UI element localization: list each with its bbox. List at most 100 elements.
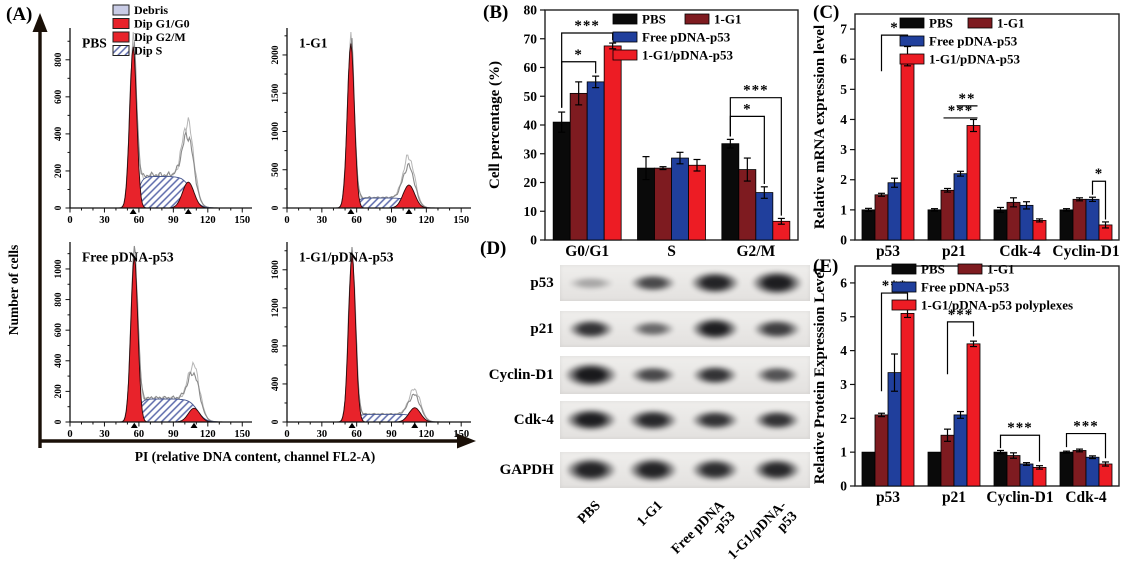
blot-strip [559, 356, 810, 394]
svg-text:400: 400 [54, 353, 64, 368]
bar-p21-PBS [927, 209, 942, 241]
bar-Cyclin-D1-Free pDNA-p53 [1019, 463, 1034, 487]
legend-label: 1-G1 [714, 12, 741, 27]
bar-p21-Free pDNA-p53 [953, 173, 968, 241]
panel-e-protein-expression-bar-chart: 0 1 2 3 4 5 6 Relative Protein Expression Level… [812, 262, 1120, 506]
legend-swatch [891, 263, 917, 275]
bar-Cdk-4-1-G1/pDNA-p53 polyplexes [1098, 463, 1113, 487]
blot-row-p53: p53 [480, 265, 810, 301]
bar-p21-1-G1 [940, 189, 955, 241]
svg-text:70: 70 [524, 31, 538, 46]
bar-p53-1-G1 [874, 194, 889, 241]
bar-G2/M-Free pDNA-p53 [755, 192, 774, 241]
legend-swatch [957, 263, 983, 275]
bar-Cyclin-D1-1-G1 [1006, 455, 1021, 487]
svg-text:5: 5 [840, 309, 847, 324]
svg-text:120: 120 [418, 429, 434, 440]
svg-text:2: 2 [840, 411, 847, 426]
category-label: p21 [942, 489, 966, 506]
svg-text:0: 0 [284, 215, 289, 226]
svg-text:150: 150 [453, 215, 469, 226]
svg-text:90: 90 [168, 215, 179, 226]
bar-S-Free pDNA-p53 [671, 157, 689, 241]
bar-G2/M-PBS [721, 143, 740, 241]
bar-p53-PBS [861, 451, 876, 487]
svg-text:10: 10 [524, 204, 538, 219]
blot-strip [559, 401, 810, 439]
protein-band [567, 319, 614, 339]
panel-a-label: (A) [6, 4, 33, 25]
y-axis-label: Cell percentage (%) [487, 61, 503, 189]
legend-label: 1-G1 [987, 262, 1014, 277]
svg-text:0: 0 [67, 215, 72, 226]
bar-p53-1-G1 [874, 414, 889, 487]
protein-band [629, 274, 676, 292]
svg-text:150: 150 [234, 429, 250, 440]
bar-chart: 0 10 20 30 40 50 60 70 80 Cell percentage (%) G0/G… [487, 3, 799, 260]
significance-label: *** [1007, 420, 1033, 436]
bar-Cyclin-D1-PBS [1059, 209, 1074, 241]
legend-swatch [612, 13, 638, 25]
svg-text:200: 200 [54, 164, 64, 179]
panel-a-axes-arrows: Number of cells PI (relative DNA content,… [6, 13, 476, 464]
bar-Cdk-4-PBS [1059, 451, 1074, 487]
protein-band [564, 408, 617, 432]
svg-text:4: 4 [840, 112, 847, 127]
protein-band [627, 457, 678, 483]
svg-text:7: 7 [840, 22, 847, 37]
legend-swatch [967, 17, 993, 29]
significance-label: * [574, 47, 583, 63]
flow-histogram-pbs: 0 30 60 90 120 150 0 200 400 600 800 PBS [54, 28, 252, 226]
svg-text:30: 30 [99, 429, 110, 440]
bar-Cyclin-D1-1-G1 [1072, 198, 1087, 241]
bar-Cdk-4-1-G1 [1072, 450, 1087, 487]
svg-text:2: 2 [840, 172, 847, 187]
significance-label: ** [959, 91, 976, 107]
protein-band [753, 410, 800, 430]
svg-text:3: 3 [840, 142, 847, 157]
flow-plot-title: 1-G1/pDNA-p53 [299, 250, 394, 265]
svg-text:1000: 1000 [271, 122, 281, 141]
panel-e-label: (E) [813, 256, 839, 277]
svg-text:1200: 1200 [271, 298, 281, 317]
bar-S-1-G1 [654, 167, 672, 241]
significance-label: * [743, 101, 752, 117]
svg-text:1: 1 [840, 445, 847, 460]
bar-G0/G1-Free pDNA-p53 [586, 81, 605, 241]
flow-histogram-1-g1-pdna-p53: 0 30 60 90 120 150 0 400 800 1200 1600 1-G1/pDNA-p5… [271, 242, 471, 440]
panel-d-western-blots: (D) p53 p21 Cyclin-D1 Cdk-4 GAPDH PBS 1-G1 Fre… [480, 237, 815, 574]
svg-text:1600: 1600 [271, 260, 281, 279]
protein-band [752, 458, 801, 482]
svg-text:6: 6 [840, 275, 847, 290]
bar-p53-1-G1/pDNA-p53 [900, 55, 915, 241]
protein-band [690, 317, 739, 341]
legend-label: 1-G1/pDNA-p53 [929, 52, 1021, 67]
svg-text:30: 30 [317, 429, 328, 440]
panel-b-cell-percentage-bar-chart: 0 10 20 30 40 50 60 70 80 Cell percentage (%) G0/G… [487, 3, 799, 260]
category-label: Cdk-4 [999, 243, 1041, 260]
category-label: G0/G1 [565, 243, 609, 260]
blot-label: GAPDH [499, 461, 554, 478]
svg-text:60: 60 [134, 215, 145, 226]
protein-band [630, 320, 675, 338]
bar-Cdk-4-1-G1/pDNA-p53 [1032, 220, 1047, 241]
blot-label: Cyclin-D1 [488, 366, 554, 383]
svg-text:0: 0 [54, 205, 64, 210]
significance-label: *** [948, 103, 974, 119]
bar-p53-Free pDNA-p53 [887, 182, 902, 241]
category-label: Cdk-4 [1065, 489, 1107, 506]
category-label: Cyclin-D1 [986, 489, 1053, 506]
svg-text:800: 800 [271, 339, 281, 354]
svg-text:120: 120 [200, 429, 216, 440]
significance-label: * [1095, 166, 1104, 182]
svg-text:3: 3 [840, 377, 847, 392]
category-label: S [667, 243, 676, 260]
svg-text:60: 60 [351, 429, 362, 440]
flow-plot-title: Free pDNA-p53 [82, 250, 174, 265]
protein-band [754, 366, 799, 384]
blot-label: p53 [530, 274, 554, 291]
svg-text:0: 0 [271, 419, 281, 424]
svg-text:0: 0 [54, 419, 64, 424]
